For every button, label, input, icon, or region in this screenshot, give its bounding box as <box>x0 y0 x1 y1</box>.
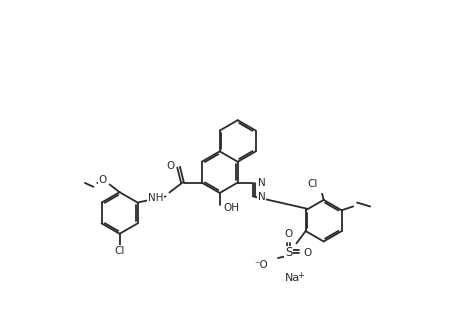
Text: Cl: Cl <box>307 179 318 189</box>
Text: Na: Na <box>285 273 300 283</box>
Text: S: S <box>285 246 293 259</box>
Text: O: O <box>284 229 293 239</box>
Text: +: + <box>297 271 303 280</box>
Text: Cl: Cl <box>114 246 125 256</box>
Text: N: N <box>258 192 265 202</box>
Text: O: O <box>99 175 107 185</box>
Text: ⁻O: ⁻O <box>254 260 268 270</box>
Text: OH: OH <box>223 203 240 213</box>
Text: O: O <box>167 161 175 170</box>
Text: NH: NH <box>148 193 163 203</box>
Text: N: N <box>258 178 265 188</box>
Text: O: O <box>303 248 311 258</box>
